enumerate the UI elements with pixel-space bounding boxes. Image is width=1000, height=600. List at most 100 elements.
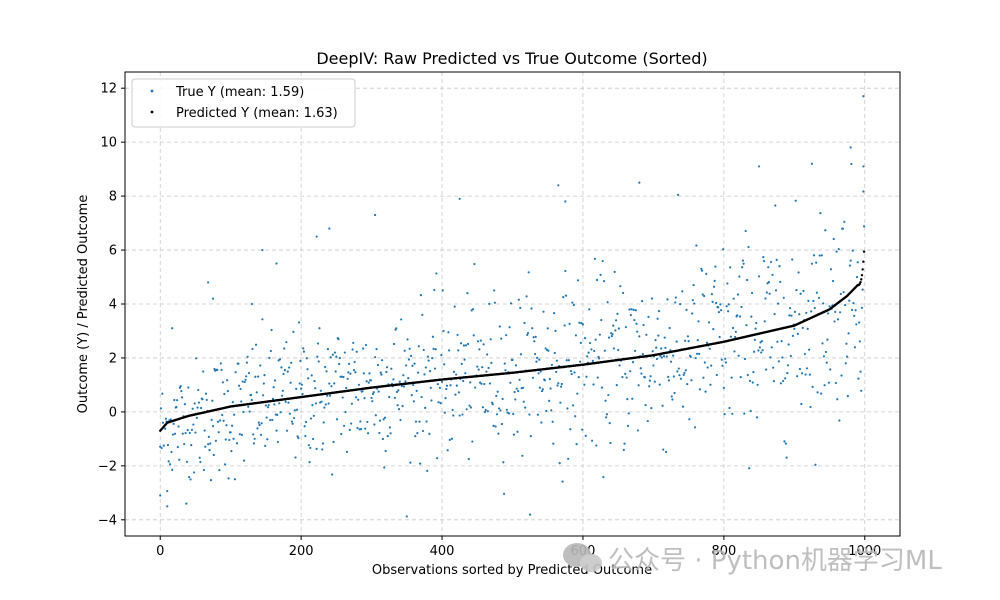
true-y-point bbox=[378, 419, 382, 422]
true-y-point bbox=[256, 427, 259, 430]
true-y-point bbox=[524, 406, 527, 409]
true-y-point bbox=[221, 413, 224, 417]
true-y-point bbox=[550, 409, 553, 412]
true-y-point bbox=[427, 359, 430, 362]
true-y-point bbox=[593, 349, 596, 353]
true-y-point bbox=[500, 337, 503, 340]
true-y-point bbox=[195, 416, 198, 420]
true-y-point bbox=[628, 308, 631, 311]
true-y-point bbox=[835, 250, 838, 253]
true-y-point bbox=[172, 422, 175, 426]
true-y-point bbox=[529, 435, 532, 438]
true-y-point bbox=[273, 403, 276, 406]
true-y-point bbox=[263, 374, 266, 377]
true-y-point bbox=[544, 347, 547, 350]
true-y-point bbox=[760, 351, 763, 354]
true-y-point bbox=[728, 406, 731, 410]
true-y-point bbox=[211, 399, 214, 402]
true-y-point bbox=[698, 352, 701, 355]
true-y-point bbox=[555, 370, 558, 374]
true-y-point bbox=[650, 407, 653, 410]
true-y-point bbox=[300, 383, 303, 386]
true-y-point bbox=[761, 349, 764, 352]
true-y-point bbox=[309, 446, 312, 449]
true-y-point bbox=[803, 352, 806, 356]
true-y-point bbox=[416, 371, 420, 374]
true-y-point bbox=[672, 354, 675, 357]
true-y-point bbox=[746, 373, 749, 377]
true-y-point bbox=[202, 468, 206, 472]
true-y-point bbox=[385, 366, 389, 369]
true-y-point bbox=[657, 310, 661, 313]
true-y-point bbox=[440, 354, 443, 357]
true-y-point bbox=[250, 302, 253, 306]
true-y-point bbox=[797, 271, 800, 274]
true-y-point bbox=[724, 361, 728, 364]
true-y-point bbox=[824, 350, 828, 354]
true-y-point bbox=[397, 389, 400, 392]
true-y-point bbox=[518, 378, 521, 381]
true-y-point bbox=[411, 364, 414, 367]
true-y-point bbox=[700, 267, 703, 270]
true-y-point bbox=[849, 259, 852, 262]
true-y-point bbox=[429, 386, 432, 390]
true-y-point bbox=[755, 321, 758, 325]
true-y-point bbox=[239, 387, 242, 391]
true-y-point bbox=[765, 368, 768, 371]
true-y-point bbox=[245, 361, 248, 364]
true-y-point bbox=[543, 379, 547, 382]
true-y-point bbox=[801, 326, 804, 329]
true-y-point bbox=[763, 320, 766, 323]
true-y-point bbox=[650, 297, 654, 300]
true-y-point bbox=[218, 469, 221, 472]
true-y-point bbox=[417, 345, 420, 348]
true-y-point bbox=[673, 391, 676, 395]
true-y-point bbox=[788, 314, 791, 317]
true-y-point bbox=[855, 276, 859, 279]
true-y-point bbox=[622, 291, 625, 295]
true-y-point bbox=[584, 434, 587, 437]
true-y-point bbox=[338, 356, 341, 360]
true-y-point bbox=[718, 335, 721, 339]
true-y-point bbox=[837, 248, 840, 251]
true-y-point bbox=[593, 257, 597, 260]
true-y-point bbox=[634, 309, 637, 312]
true-y-point bbox=[445, 387, 448, 391]
true-y-point bbox=[725, 305, 728, 308]
true-y-point bbox=[557, 184, 560, 187]
true-y-point bbox=[686, 382, 689, 386]
true-y-point bbox=[541, 388, 544, 391]
true-y-point bbox=[525, 295, 528, 298]
true-y-point bbox=[258, 423, 261, 427]
true-y-point bbox=[209, 442, 212, 445]
true-y-point bbox=[678, 374, 681, 377]
true-y-point bbox=[245, 375, 248, 378]
true-y-point bbox=[469, 381, 472, 384]
true-y-point bbox=[471, 308, 475, 311]
true-y-point bbox=[302, 347, 305, 350]
true-y-point bbox=[198, 456, 201, 459]
x-tick-label: 800 bbox=[711, 544, 736, 559]
true-y-point bbox=[381, 437, 384, 441]
true-y-point bbox=[497, 432, 500, 435]
true-y-point bbox=[777, 360, 780, 363]
true-y-point bbox=[772, 366, 775, 369]
true-y-point bbox=[261, 318, 264, 321]
true-y-point bbox=[564, 200, 567, 203]
true-y-point bbox=[291, 422, 294, 425]
true-y-point bbox=[226, 379, 229, 382]
true-y-point bbox=[531, 376, 535, 379]
true-y-point bbox=[289, 381, 292, 384]
true-y-point bbox=[209, 479, 213, 482]
true-y-point bbox=[451, 408, 454, 412]
true-y-point bbox=[799, 292, 802, 295]
true-y-point bbox=[616, 312, 619, 315]
true-y-point bbox=[402, 374, 405, 377]
true-y-point bbox=[374, 414, 377, 417]
true-y-point bbox=[786, 372, 789, 375]
true-y-point bbox=[204, 392, 208, 395]
true-y-point bbox=[534, 335, 537, 338]
true-y-point bbox=[251, 347, 254, 351]
true-y-point bbox=[233, 478, 237, 481]
